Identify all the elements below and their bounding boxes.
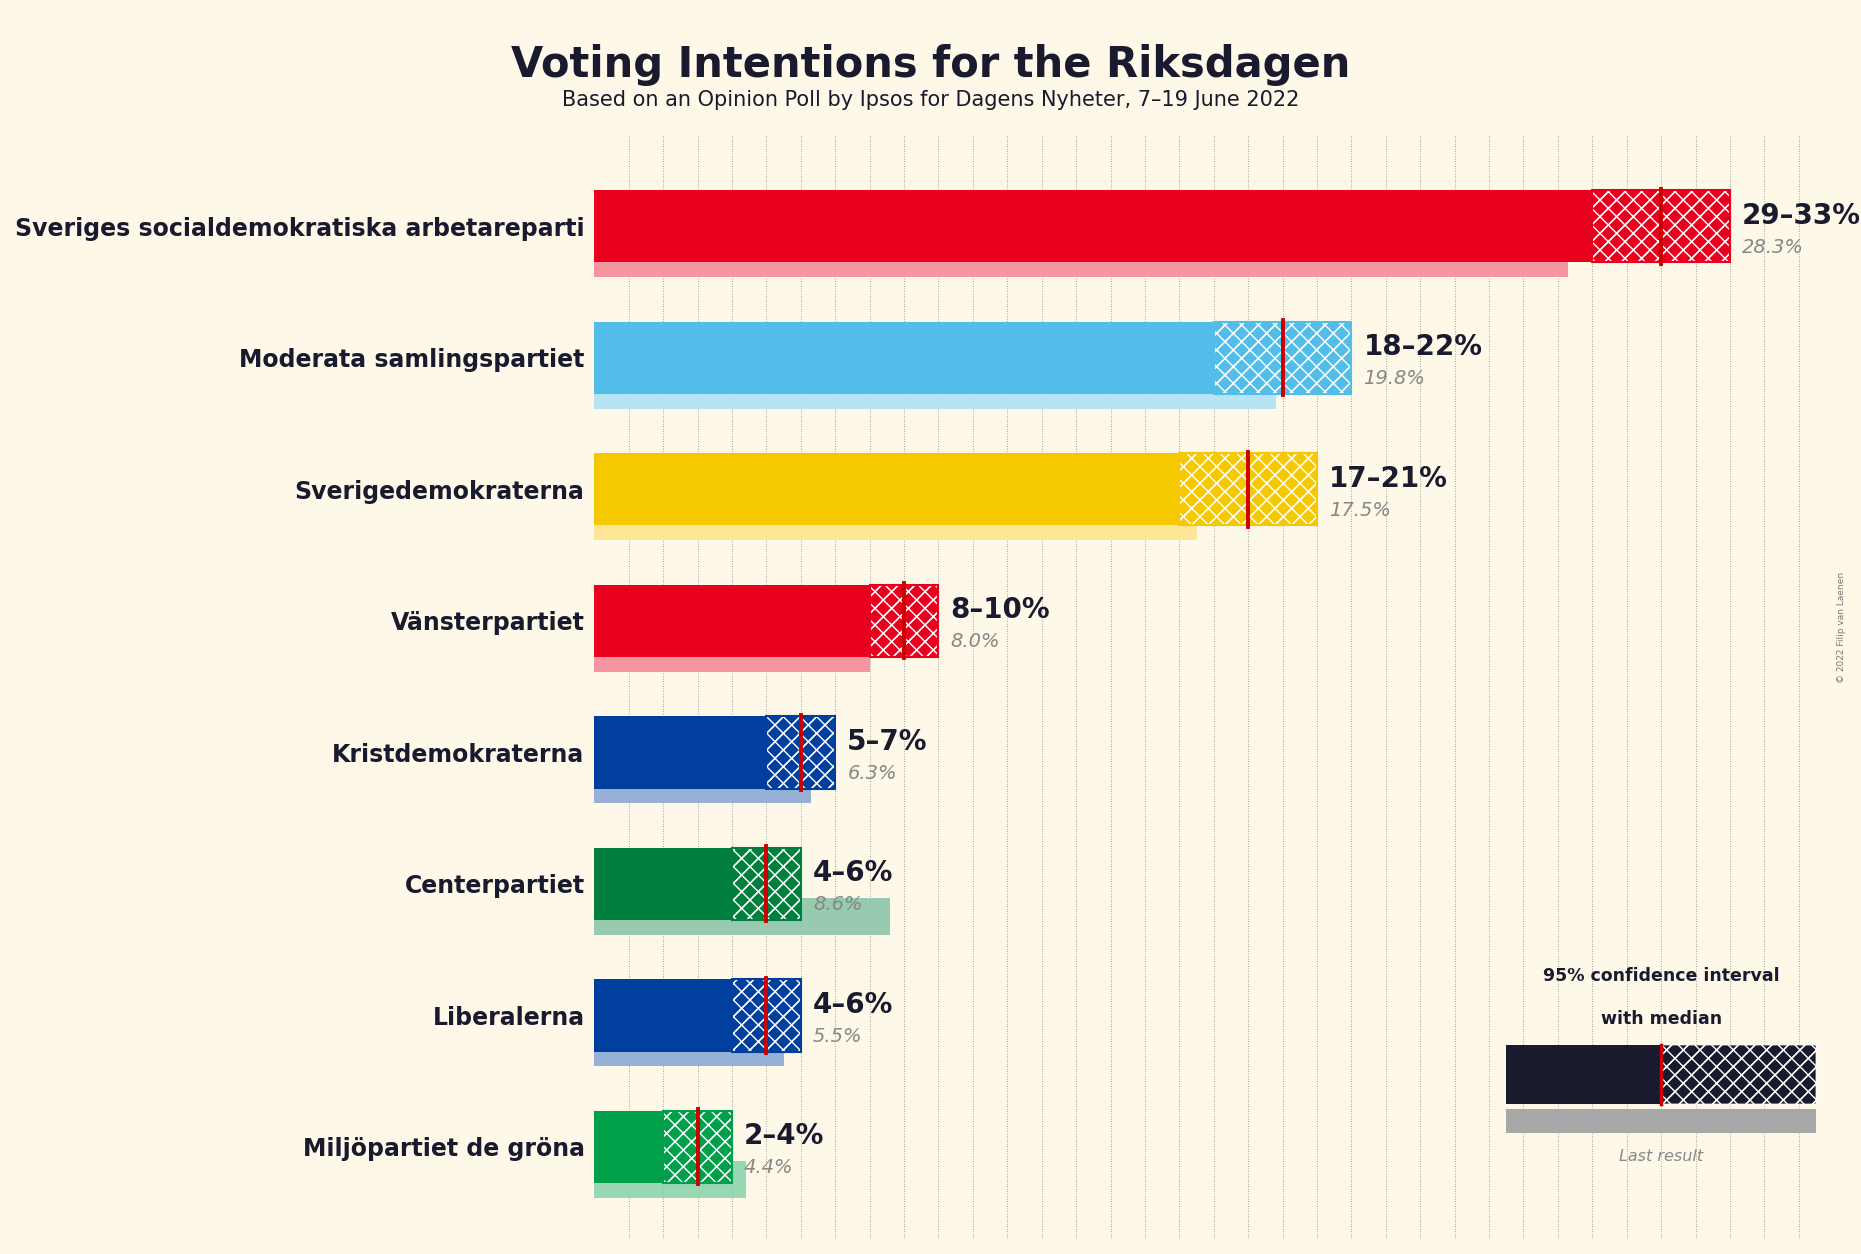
Bar — [1593, 191, 1731, 262]
Bar — [1213, 321, 1351, 394]
Text: 8.0%: 8.0% — [951, 632, 999, 651]
Bar — [594, 241, 1569, 277]
Bar — [594, 716, 767, 789]
Bar — [663, 1111, 731, 1183]
Bar — [1593, 191, 1731, 262]
Bar — [1662, 1045, 1816, 1105]
Bar — [594, 1111, 663, 1183]
Bar — [731, 979, 800, 1052]
Text: 95% confidence interval: 95% confidence interval — [1543, 967, 1779, 984]
Bar — [1180, 453, 1318, 525]
Bar — [1213, 321, 1351, 394]
Text: Voting Intentions for the Riksdagen: Voting Intentions for the Riksdagen — [510, 44, 1351, 85]
Bar — [594, 848, 731, 920]
Text: 6.3%: 6.3% — [847, 764, 897, 782]
Text: 28.3%: 28.3% — [1742, 238, 1803, 257]
Text: 4.4%: 4.4% — [744, 1159, 793, 1178]
Bar — [594, 503, 1197, 540]
Bar — [594, 979, 731, 1052]
Bar — [1593, 191, 1731, 262]
Text: 5.5%: 5.5% — [813, 1027, 862, 1046]
Bar — [731, 979, 800, 1052]
Bar — [731, 848, 800, 920]
Text: © 2022 Filip van Laenen: © 2022 Filip van Laenen — [1837, 572, 1846, 682]
Bar — [594, 635, 869, 672]
Bar — [767, 716, 836, 789]
Bar — [1506, 1045, 1662, 1105]
Bar — [731, 848, 800, 920]
Bar — [1180, 453, 1318, 525]
Text: 8–10%: 8–10% — [951, 596, 1050, 624]
Text: 17–21%: 17–21% — [1329, 465, 1448, 493]
Bar — [767, 716, 836, 789]
Bar — [594, 321, 1213, 394]
Text: 4–6%: 4–6% — [813, 859, 893, 888]
Bar — [594, 1030, 783, 1066]
Text: 2–4%: 2–4% — [744, 1122, 824, 1150]
Bar — [663, 1111, 731, 1183]
Bar — [731, 979, 800, 1052]
Bar — [594, 372, 1275, 409]
Text: Based on an Opinion Poll by Ipsos for Dagens Nyheter, 7–19 June 2022: Based on an Opinion Poll by Ipsos for Da… — [562, 90, 1299, 110]
Text: 18–22%: 18–22% — [1364, 334, 1483, 361]
Text: 17.5%: 17.5% — [1329, 500, 1390, 520]
Bar — [594, 584, 869, 657]
Bar — [1506, 1110, 1816, 1134]
Bar — [1180, 453, 1318, 525]
Text: 8.6%: 8.6% — [813, 895, 862, 914]
Bar — [731, 848, 800, 920]
Bar — [869, 584, 938, 657]
Text: 4–6%: 4–6% — [813, 991, 893, 1018]
Bar — [594, 191, 1593, 262]
Bar — [869, 584, 938, 657]
Bar — [869, 584, 938, 657]
Bar — [594, 453, 1180, 525]
Text: 19.8%: 19.8% — [1364, 369, 1426, 389]
Bar — [767, 716, 836, 789]
Bar — [594, 898, 890, 934]
Bar — [663, 1111, 731, 1183]
Text: 29–33%: 29–33% — [1742, 202, 1861, 229]
Bar — [594, 1161, 746, 1198]
Bar — [1213, 321, 1351, 394]
Bar — [594, 766, 811, 804]
Text: with median: with median — [1600, 1011, 1721, 1028]
Text: Last result: Last result — [1619, 1149, 1703, 1164]
Text: 5–7%: 5–7% — [847, 727, 929, 756]
Bar — [1662, 1045, 1816, 1105]
